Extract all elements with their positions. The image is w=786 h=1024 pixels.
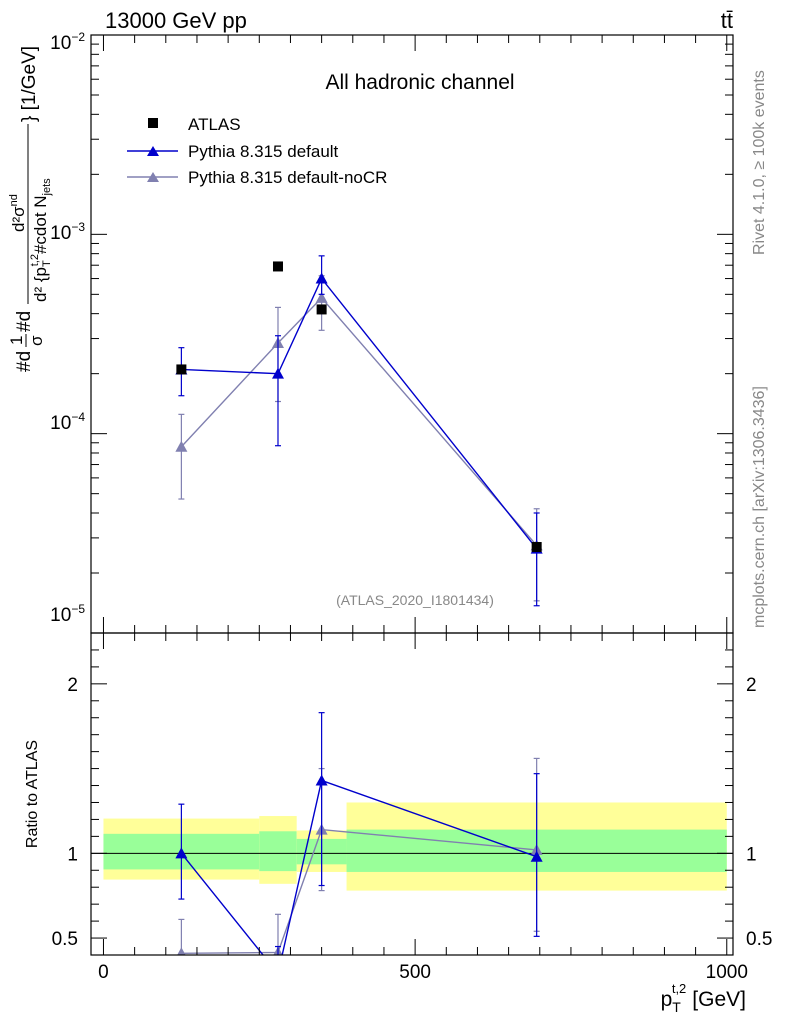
series-line (181, 277, 538, 550)
ratio-y-axis-label: Ratio to ATLAS (24, 740, 41, 848)
legend-marker-default (147, 146, 159, 156)
svg-text:1: 1 (7, 336, 26, 345)
ratio-series-line (180, 779, 537, 955)
data-point-square (176, 364, 187, 375)
ratio-point-triangle (272, 968, 284, 979)
ratio-y-tick-label-right: 0.5 (746, 929, 772, 950)
svg-text:#d: #d (14, 351, 35, 372)
ratio-series-line (181, 828, 537, 955)
data-point-square (316, 304, 327, 315)
analysis-label: (ATLAS_2020_I1801434) (336, 592, 494, 608)
x-axis-label: pTt,2 [GeV] (661, 981, 746, 1015)
legend-label-atlas: ATLAS (188, 115, 241, 134)
series-line (180, 296, 538, 546)
x-tick-label: 0 (98, 962, 109, 983)
process-label: tt̄ (721, 8, 733, 33)
svg-text:} [1/GeV]: } [1/GeV] (19, 46, 40, 122)
uncertainty-band-inner (259, 831, 297, 872)
y-tick-label: 10−3 (50, 220, 85, 244)
data-point-square (531, 542, 542, 553)
ratio-y-tick-label-right: 2 (746, 675, 757, 696)
ratio-y-tick-label: 0.5 (52, 929, 78, 950)
ratio-y-tick-label: 2 (67, 675, 78, 696)
energy-label: 13000 GeV pp (105, 8, 247, 33)
x-tick-label: 500 (399, 962, 431, 983)
upper-y-tick-labels: 10−2 10−3 10−4 10−5 (50, 30, 85, 626)
ratio-panel: 0.5 0.5 1 1 2 2 0 500 1000 Ratio to ATLAS pTt,2[… (24, 632, 772, 1015)
ratio-point-triangle (175, 847, 188, 859)
svg-text:d²σnd: d²σnd (8, 194, 28, 232)
data-point-triangle (315, 272, 328, 284)
ratio-y-tick-label-right: 1 (746, 844, 757, 865)
svg-text:σ: σ (27, 335, 46, 346)
ratio-point-triangle (530, 850, 543, 862)
data-point-triangle (315, 291, 328, 303)
ratio-y-tick-label: 1 (67, 844, 78, 865)
y-tick-label: 10−4 (50, 410, 85, 434)
x-tick-label: 1000 (706, 962, 748, 983)
ratio-panel-frame (90, 632, 734, 956)
data-point-triangle (175, 440, 188, 452)
data-point-square (272, 261, 283, 272)
y-tick-label: 10−5 (50, 602, 85, 626)
y-tick-label: 10−2 (50, 30, 85, 54)
rivet-label: Rivet 4.1.0, ≥ 100k events (751, 70, 768, 255)
svg-text:d² {pTt,2#cdot Njets: d² {pTt,2#cdot Njets (29, 178, 53, 302)
data-point-triangle (271, 367, 284, 379)
mcplots-label: mcplots.cern.ch [arXiv:1306.3436] (751, 386, 768, 628)
legend: ATLAS Pythia 8.315 default Pythia 8.315 … (127, 115, 387, 187)
svg-text:#d: #d (14, 311, 35, 332)
legend-label-nocr: Pythia 8.315 default-noCR (188, 168, 387, 187)
chart-title: All hadronic channel (325, 71, 514, 94)
main-panel: All hadronic channel (ATLAS_2020_I180143… (7, 30, 734, 634)
upper-y-axis-label: #d 1 σ #d d²σnd d² {pTt,2#cdot Njets } [… (7, 46, 53, 372)
legend-label-default: Pythia 8.315 default (188, 142, 339, 161)
ratio-point-triangle (177, 947, 186, 955)
legend-marker-nocr (147, 172, 159, 182)
ratio-point-triangle (315, 774, 328, 786)
legend-marker-atlas (148, 118, 158, 128)
